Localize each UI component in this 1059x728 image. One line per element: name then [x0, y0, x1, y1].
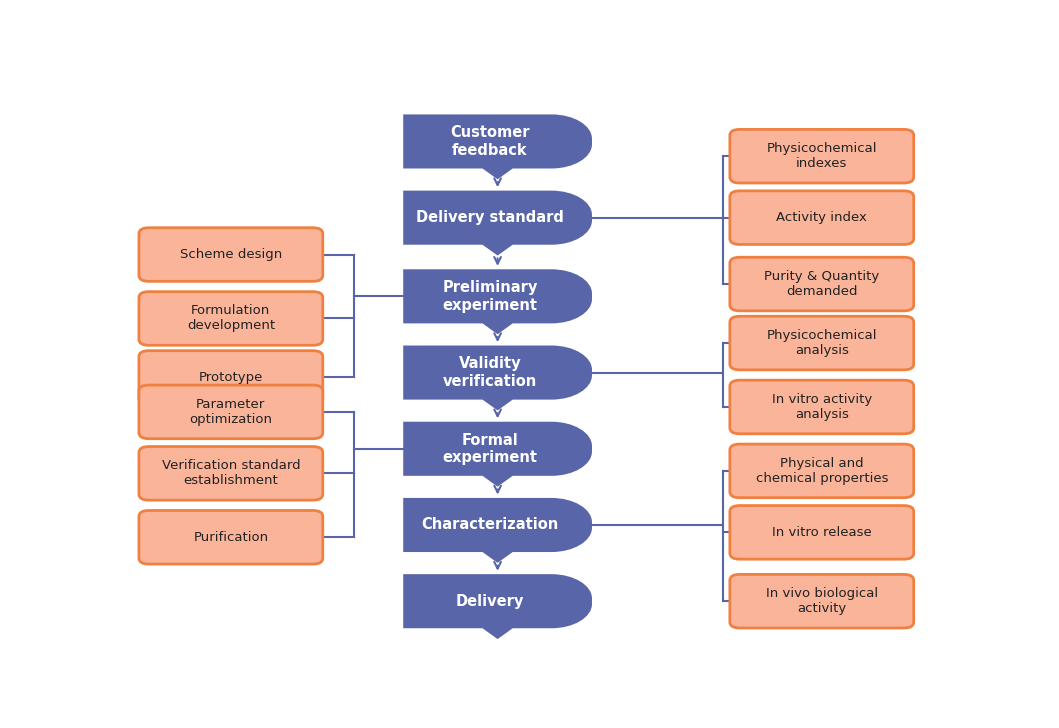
- Text: Purity & Quantity
demanded: Purity & Quantity demanded: [765, 270, 879, 298]
- Text: Validity
verification: Validity verification: [443, 357, 537, 389]
- PathPatch shape: [403, 191, 592, 256]
- PathPatch shape: [403, 346, 592, 411]
- PathPatch shape: [403, 114, 592, 179]
- PathPatch shape: [403, 422, 592, 486]
- FancyBboxPatch shape: [730, 316, 914, 370]
- Text: Formulation
development: Formulation development: [186, 304, 275, 333]
- Text: In vitro release: In vitro release: [772, 526, 872, 539]
- Text: In vitro activity
analysis: In vitro activity analysis: [772, 393, 872, 421]
- FancyBboxPatch shape: [139, 228, 323, 281]
- FancyBboxPatch shape: [730, 574, 914, 628]
- Text: In vivo biological
activity: In vivo biological activity: [766, 587, 878, 615]
- Text: Customer
feedback: Customer feedback: [450, 125, 530, 158]
- FancyBboxPatch shape: [139, 292, 323, 345]
- Text: Prototype: Prototype: [199, 371, 263, 384]
- FancyBboxPatch shape: [139, 385, 323, 439]
- FancyBboxPatch shape: [139, 351, 323, 404]
- Text: Preliminary
experiment: Preliminary experiment: [443, 280, 538, 312]
- Text: Activity index: Activity index: [776, 211, 867, 224]
- PathPatch shape: [403, 574, 592, 639]
- Text: Physicochemical
analysis: Physicochemical analysis: [767, 329, 877, 357]
- Text: Scheme design: Scheme design: [180, 248, 282, 261]
- Text: Characterization: Characterization: [421, 518, 559, 532]
- PathPatch shape: [403, 269, 592, 334]
- PathPatch shape: [403, 498, 592, 563]
- FancyBboxPatch shape: [730, 505, 914, 559]
- FancyBboxPatch shape: [730, 444, 914, 498]
- Text: Physicochemical
indexes: Physicochemical indexes: [767, 142, 877, 170]
- Text: Formal
experiment: Formal experiment: [443, 432, 538, 465]
- Text: Verification standard
establishment: Verification standard establishment: [162, 459, 300, 487]
- Text: Delivery: Delivery: [455, 594, 524, 609]
- Text: Parameter
optimization: Parameter optimization: [190, 398, 272, 426]
- FancyBboxPatch shape: [730, 191, 914, 245]
- FancyBboxPatch shape: [730, 130, 914, 183]
- Text: Purification: Purification: [194, 531, 268, 544]
- FancyBboxPatch shape: [730, 380, 914, 434]
- FancyBboxPatch shape: [139, 446, 323, 500]
- FancyBboxPatch shape: [139, 510, 323, 564]
- FancyBboxPatch shape: [730, 257, 914, 311]
- Text: Delivery standard: Delivery standard: [416, 210, 564, 225]
- Text: Physical and
chemical properties: Physical and chemical properties: [755, 457, 889, 485]
